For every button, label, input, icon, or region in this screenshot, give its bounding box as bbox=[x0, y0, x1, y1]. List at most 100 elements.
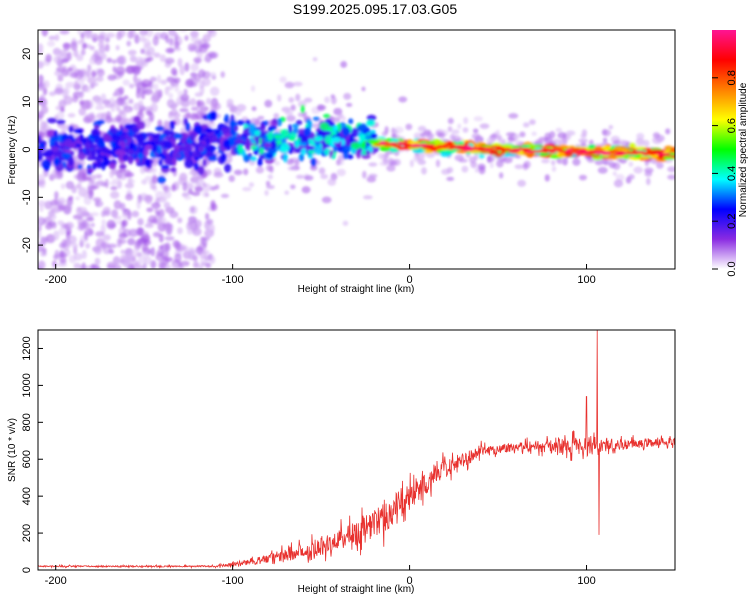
spectrogram-cell bbox=[557, 132, 567, 139]
spectrogram-cell bbox=[328, 150, 334, 157]
spectrogram-cell bbox=[92, 162, 97, 171]
spectrogram-cell bbox=[491, 145, 503, 149]
spectrogram-cell bbox=[62, 65, 67, 71]
spectrogram-cell bbox=[336, 168, 346, 177]
spectrogram-cell bbox=[243, 154, 250, 162]
spectrogram-cell bbox=[204, 212, 210, 221]
spectrogram-cell bbox=[478, 166, 486, 175]
spectrogram-cell bbox=[310, 164, 318, 171]
spectrogram-cell bbox=[117, 141, 126, 146]
spectrogram-cell bbox=[115, 115, 122, 122]
spectrogram-cell bbox=[158, 208, 165, 219]
spectrogram-cell bbox=[95, 75, 104, 82]
spectrogram-cell bbox=[59, 258, 67, 265]
spectrogram-cell bbox=[65, 221, 74, 230]
spectrogram-cell bbox=[186, 221, 194, 226]
spectrogram-cell bbox=[336, 142, 342, 148]
spectrogram-cell bbox=[437, 145, 449, 148]
spectrogram-cell bbox=[362, 170, 367, 179]
spectrogram-cell bbox=[116, 215, 122, 220]
spectrogram-cell bbox=[336, 158, 341, 166]
spectrogram-cell bbox=[95, 231, 105, 237]
spectrogram-cell bbox=[174, 253, 182, 263]
spectrogram-cell bbox=[435, 159, 441, 168]
spectrogram-cell bbox=[73, 253, 83, 261]
spectrogram-cell bbox=[73, 80, 79, 90]
spectrogram-cell bbox=[172, 112, 181, 119]
spectrogram-cell bbox=[205, 138, 211, 146]
spectrogram-cell bbox=[88, 189, 94, 200]
spectrogram-cell bbox=[123, 107, 131, 114]
spectrogram-cell bbox=[91, 82, 99, 87]
spectrogram-cell bbox=[368, 140, 382, 144]
spectrogram-cell bbox=[407, 140, 420, 145]
spectrogram-cell bbox=[126, 40, 132, 47]
spectrogram-cell bbox=[286, 158, 294, 165]
spectrogram-cell bbox=[273, 134, 282, 139]
spectrogram-cell bbox=[134, 261, 141, 268]
spectrogram-cell bbox=[138, 100, 144, 109]
spectrogram-cell bbox=[221, 126, 230, 134]
spectrogram-cell bbox=[157, 175, 166, 184]
spectrogram-cell bbox=[628, 142, 636, 148]
spectrogram-cell bbox=[361, 154, 371, 159]
spectrogram-cell bbox=[199, 85, 205, 95]
spectrogram-cell bbox=[38, 97, 48, 107]
spectrogram-cell bbox=[612, 171, 617, 176]
spectrogram-cell bbox=[207, 156, 218, 162]
spectrogram-cell bbox=[174, 83, 180, 93]
spectrogram-cell bbox=[264, 189, 269, 196]
spectrogram-cell bbox=[191, 191, 201, 197]
snr-y-tick-label: 1000 bbox=[21, 373, 33, 397]
spectrogram-cell bbox=[152, 35, 159, 46]
spectrogram-cell bbox=[170, 67, 178, 76]
spectrogram-cell bbox=[101, 219, 106, 226]
spectrogram-cell bbox=[331, 96, 337, 105]
spectrogram-cell bbox=[148, 135, 153, 142]
spectrogram-cell bbox=[183, 88, 188, 95]
spectrogram-cell bbox=[201, 236, 211, 241]
spectrogram-cell bbox=[143, 88, 153, 95]
spectrogram-cell bbox=[38, 229, 42, 239]
spectrogram-cell bbox=[120, 249, 125, 254]
spectrogram-cell bbox=[95, 199, 100, 207]
spectrogram-cell bbox=[143, 148, 149, 157]
snr-series-line bbox=[38, 330, 675, 570]
spectrogram-cell bbox=[214, 102, 221, 110]
spectrogram-cell bbox=[194, 186, 204, 193]
spectrogram-cell bbox=[495, 129, 501, 135]
spectrogram-cell bbox=[268, 125, 278, 131]
spectrogram-cell bbox=[194, 92, 203, 97]
spectrogram-cell bbox=[170, 167, 177, 173]
spectrogram-cell bbox=[280, 142, 290, 153]
spectrogram-cell bbox=[226, 103, 235, 109]
spectrogram-cell bbox=[204, 220, 211, 230]
spectrogram-y-tick-label: 20 bbox=[21, 48, 33, 60]
spectrogram-cell bbox=[198, 265, 204, 269]
spectrogram-cell bbox=[38, 225, 42, 232]
spectrogram-cell bbox=[104, 36, 110, 43]
spectrogram-cell bbox=[229, 137, 235, 148]
spectrogram-cell bbox=[290, 184, 296, 190]
spectrogram-y-label: Frequency (Hz) bbox=[7, 116, 18, 185]
spectrogram-cell bbox=[163, 223, 174, 232]
spectrogram-cell bbox=[131, 249, 139, 258]
spectrogram-cell bbox=[489, 162, 494, 169]
spectrogram-cell bbox=[73, 128, 84, 134]
spectrogram-cell bbox=[57, 200, 64, 205]
spectrogram-cell bbox=[557, 159, 562, 165]
spectrogram-cell bbox=[392, 158, 401, 166]
spectrogram-cell bbox=[192, 261, 200, 269]
spectrogram-cell bbox=[386, 164, 396, 172]
spectrogram-cell bbox=[51, 223, 57, 229]
spectrogram-cell bbox=[264, 157, 274, 164]
spectrogram-cell bbox=[85, 242, 91, 249]
spectrogram-cell bbox=[324, 96, 330, 104]
spectrogram-cell bbox=[158, 159, 164, 166]
spectrogram-cell bbox=[398, 96, 408, 103]
spectrogram-cell bbox=[113, 200, 122, 210]
spectrogram-cell bbox=[209, 51, 219, 59]
spectrogram-cell bbox=[499, 158, 505, 163]
spectrogram-cell bbox=[72, 214, 83, 220]
spectrogram-cell bbox=[312, 116, 320, 121]
